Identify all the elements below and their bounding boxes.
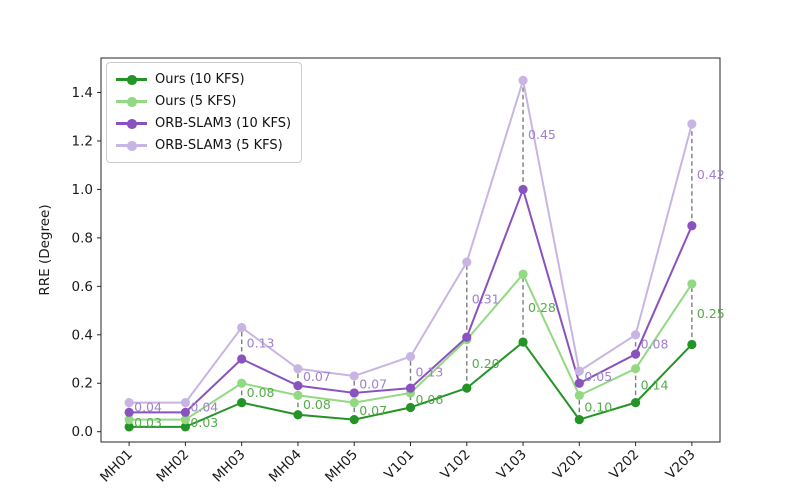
data-point-ours-5-kfs bbox=[180, 414, 191, 425]
data-point-orb-slam3-10-kfs bbox=[180, 407, 191, 417]
legend-item: Ours (10 KFS) bbox=[116, 70, 291, 89]
legend-item: Ours (5 KFS) bbox=[116, 92, 291, 111]
data-point-orb-slam3-5-kfs bbox=[180, 398, 191, 408]
gap-annotation-label: 0.04 bbox=[134, 399, 162, 414]
data-point-orb-slam3-5-kfs bbox=[237, 322, 247, 333]
gap-annotation-label: 0.08 bbox=[303, 397, 331, 412]
gap-annotation-label: 0.04 bbox=[190, 399, 218, 414]
data-point-orb-slam3-5-kfs bbox=[349, 371, 359, 381]
gap-annotation-label: 0.10 bbox=[584, 399, 612, 414]
x-tick-label: MH02 bbox=[153, 447, 192, 486]
y-tick-label: 0.0 bbox=[72, 424, 93, 440]
y-tick-label: 0.4 bbox=[72, 327, 93, 343]
legend-item-label: Ours (5 KFS) bbox=[155, 94, 237, 109]
data-point-ours-5-kfs bbox=[349, 398, 359, 408]
data-point-ours-10-kfs bbox=[293, 410, 303, 420]
gap-annotation-label: 0.13 bbox=[416, 364, 444, 379]
legend-marker-icon bbox=[116, 118, 147, 129]
gap-annotation-label: 0.06 bbox=[416, 392, 444, 407]
x-tick-label: V203 bbox=[663, 447, 699, 483]
data-point-orb-slam3-10-kfs bbox=[293, 381, 303, 391]
data-point-orb-slam3-5-kfs bbox=[687, 119, 697, 129]
data-point-ours-10-kfs bbox=[630, 398, 641, 408]
data-point-orb-slam3-10-kfs bbox=[518, 184, 528, 195]
data-point-ours-10-kfs bbox=[237, 398, 247, 408]
legend-marker-icon bbox=[116, 96, 147, 107]
data-point-orb-slam3-10-kfs bbox=[574, 378, 584, 388]
gap-annotation-label: 0.03 bbox=[190, 415, 218, 430]
legend-item-label: ORB-SLAM3 (5 KFS) bbox=[155, 138, 283, 153]
data-point-ours-10-kfs bbox=[124, 422, 134, 432]
x-tick-label: MH05 bbox=[322, 447, 361, 486]
gap-annotation-label: 0.03 bbox=[134, 415, 162, 430]
gap-annotation-label: 0.07 bbox=[359, 376, 387, 391]
data-point-ours-5-kfs bbox=[630, 364, 641, 374]
legend-item-label: Ours (10 KFS) bbox=[155, 72, 245, 87]
gap-annotation-label: 0.08 bbox=[641, 336, 669, 351]
legend-item: ORB-SLAM3 (5 KFS) bbox=[116, 136, 291, 155]
x-tick-label: V101 bbox=[381, 447, 417, 483]
data-point-ours-10-kfs bbox=[518, 337, 528, 347]
y-tick-label: 1.0 bbox=[72, 182, 93, 198]
gap-annotation-label: 0.20 bbox=[472, 356, 500, 371]
data-point-orb-slam3-10-kfs bbox=[349, 388, 359, 398]
gap-annotation-label: 0.31 bbox=[472, 292, 500, 307]
data-point-ours-5-kfs bbox=[293, 390, 303, 400]
y-tick-label: 1.4 bbox=[72, 85, 93, 101]
x-tick-label: V202 bbox=[606, 447, 642, 483]
data-point-orb-slam3-5-kfs bbox=[518, 75, 528, 86]
gap-annotation-label: 0.08 bbox=[247, 385, 275, 400]
data-point-orb-slam3-10-kfs bbox=[687, 221, 697, 231]
legend-item-label: ORB-SLAM3 (10 KFS) bbox=[155, 116, 292, 131]
data-point-ours-10-kfs bbox=[687, 339, 697, 350]
data-point-ours-10-kfs bbox=[574, 414, 584, 425]
gap-annotation-label: 0.05 bbox=[584, 369, 612, 384]
y-tick-label: 0.6 bbox=[72, 279, 93, 295]
y-tick-label: 0.8 bbox=[72, 230, 93, 246]
data-point-orb-slam3-10-kfs bbox=[124, 407, 134, 417]
x-tick-label: MH04 bbox=[266, 447, 305, 486]
y-tick-label: 1.2 bbox=[72, 133, 93, 149]
gap-annotation-label: 0.13 bbox=[247, 335, 275, 350]
data-point-orb-slam3-5-kfs bbox=[462, 257, 472, 267]
gap-annotation-label: 0.07 bbox=[303, 369, 331, 384]
y-tick-label: 0.2 bbox=[72, 376, 93, 392]
gap-annotation-label: 0.07 bbox=[359, 403, 387, 418]
x-tick-label: V102 bbox=[438, 447, 474, 483]
data-point-ours-10-kfs bbox=[405, 402, 416, 413]
legend: Ours (10 KFS) Ours (5 KFS) ORB-SLAM3 (10… bbox=[106, 62, 303, 163]
x-tick-label: V103 bbox=[494, 447, 530, 483]
data-point-orb-slam3-10-kfs bbox=[237, 354, 247, 364]
gap-annotation-label: 0.42 bbox=[697, 167, 725, 182]
data-point-ours-5-kfs bbox=[687, 279, 697, 289]
x-tick-label: MH03 bbox=[210, 447, 249, 486]
data-point-orb-slam3-5-kfs bbox=[630, 330, 641, 340]
data-point-ours-5-kfs bbox=[574, 390, 584, 400]
legend-marker-icon bbox=[116, 74, 147, 85]
data-point-ours-10-kfs bbox=[462, 383, 472, 393]
gap-annotation-label: 0.14 bbox=[641, 378, 669, 393]
data-point-ours-10-kfs bbox=[349, 414, 359, 425]
legend-marker-icon bbox=[116, 140, 147, 151]
data-point-ours-10-kfs bbox=[180, 422, 191, 432]
data-point-orb-slam3-10-kfs bbox=[405, 383, 416, 393]
legend-item: ORB-SLAM3 (10 KFS) bbox=[116, 114, 291, 133]
x-tick-label: MH01 bbox=[97, 447, 136, 486]
x-tick-label: V201 bbox=[550, 447, 586, 483]
data-point-orb-slam3-5-kfs bbox=[574, 366, 584, 376]
data-point-ours-5-kfs bbox=[237, 378, 247, 388]
data-point-orb-slam3-5-kfs bbox=[124, 398, 134, 408]
data-point-orb-slam3-5-kfs bbox=[405, 351, 416, 362]
data-point-ours-5-kfs bbox=[124, 414, 134, 425]
y-axis-label: RRE (Degree) bbox=[37, 204, 53, 295]
data-point-orb-slam3-10-kfs bbox=[462, 332, 472, 342]
data-point-ours-5-kfs bbox=[518, 269, 528, 279]
gap-annotation-label: 0.25 bbox=[697, 306, 725, 321]
data-point-orb-slam3-5-kfs bbox=[293, 364, 303, 374]
gap-annotation-label: 0.28 bbox=[528, 300, 556, 315]
data-point-orb-slam3-10-kfs bbox=[630, 349, 641, 359]
gap-annotation-label: 0.45 bbox=[528, 127, 556, 142]
